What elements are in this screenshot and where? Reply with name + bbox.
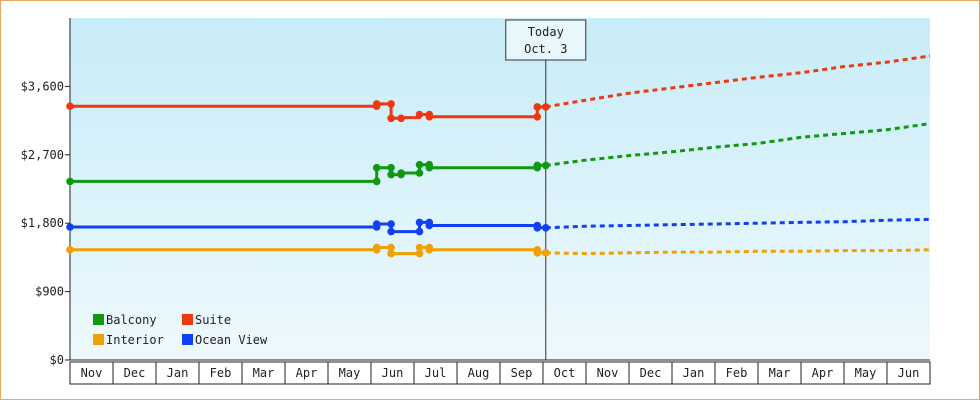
y-tick-label: $1,800	[21, 216, 64, 230]
balcony-point	[387, 163, 395, 172]
balcony-point	[66, 177, 74, 186]
x-axis: Nov Dec Jan Feb Mar Apr May Jun Jul Aug Sep Oct Nov D…	[69, 359, 931, 385]
y-tick-label: $2,700	[21, 148, 64, 162]
ocean-view-point	[425, 221, 434, 230]
legend-swatch-ocean-view	[182, 334, 193, 345]
x-tick-label: Nov	[597, 366, 619, 380]
suite-point	[542, 103, 550, 111]
ocean-view-point	[387, 220, 395, 228]
balcony-point	[533, 161, 542, 170]
balcony-point	[397, 169, 405, 177]
y-axis: $0 $900 $1,800 $2,700 $3,600	[21, 18, 71, 367]
legend: Balcony Suite Interior Ocean View	[93, 313, 268, 347]
series-lines	[66, 54, 931, 258]
x-tick-label: May	[855, 366, 877, 380]
ocean-view-point	[542, 224, 550, 232]
interior-point	[66, 246, 74, 254]
legend-swatch-interior	[93, 334, 104, 345]
x-tick-label: Mar	[769, 366, 791, 380]
legend-swatch-balcony	[93, 314, 104, 325]
interior-point	[415, 243, 424, 252]
x-tick-label: Oct	[554, 366, 576, 380]
ocean-view-point	[66, 223, 74, 231]
interior-point	[542, 249, 550, 257]
suite-point	[387, 100, 395, 108]
interior-point	[415, 249, 424, 258]
legend-label-interior: Interior	[106, 333, 164, 347]
suite-point	[533, 113, 542, 121]
month-cell	[886, 361, 931, 385]
x-tick-label: Dec	[640, 366, 662, 380]
balcony-point	[542, 161, 550, 170]
x-tick-label: Dec	[124, 366, 146, 380]
ocean-view-point	[533, 224, 542, 232]
y-tick-label: $900	[35, 285, 64, 299]
balcony-point	[415, 169, 424, 177]
balcony-projection-line	[545, 122, 931, 167]
x-tick-label: Sep	[511, 366, 533, 380]
interior-point	[372, 243, 381, 252]
x-tick-label: Feb	[210, 366, 232, 380]
today-label-line1: Today	[528, 25, 564, 39]
balcony-point	[387, 170, 395, 179]
interior-point	[533, 249, 542, 257]
suite-point	[415, 110, 424, 119]
x-tick-label: Jan	[683, 366, 705, 380]
x-tick-label: Jan	[167, 366, 189, 380]
ocean-view-point	[415, 227, 424, 236]
suite-point	[372, 100, 381, 108]
x-tick-label: Nov	[81, 366, 103, 380]
x-tick-label: Apr	[296, 366, 318, 380]
interior-point	[387, 249, 395, 258]
suite-point	[66, 102, 74, 110]
plot-background	[70, 18, 930, 360]
legend-label-balcony: Balcony	[106, 313, 157, 327]
today-marker: Today Oct. 3	[505, 19, 587, 360]
x-tick-label: Jun	[382, 366, 404, 380]
legend-label-ocean-view: Ocean View	[195, 333, 268, 347]
x-tick-label: Aug	[468, 366, 490, 380]
suite-point	[397, 114, 405, 123]
balcony-point	[372, 163, 381, 172]
legend-label-suite: Suite	[195, 313, 231, 327]
suite-point	[425, 113, 434, 121]
suite-point	[533, 103, 542, 111]
x-tick-label: Jun	[898, 366, 920, 380]
interior-projection-line	[545, 248, 931, 256]
y-tick-label: $3,600	[21, 79, 64, 93]
y-tick-label: $0	[50, 353, 64, 367]
interior-point	[387, 243, 395, 252]
suite-point	[387, 114, 395, 123]
x-tick-label: Mar	[253, 366, 275, 380]
ocean-view-point	[372, 220, 381, 228]
today-label-box	[505, 19, 587, 61]
x-tick-label: Jul	[425, 366, 447, 380]
legend-swatch-suite	[182, 314, 193, 325]
today-label-line2: Oct. 3	[524, 42, 567, 56]
interior-point	[425, 246, 434, 254]
ocean-view-point	[415, 218, 424, 227]
x-tick-label: Feb	[726, 366, 748, 380]
suite-projection-line	[545, 54, 931, 109]
ocean-view-point	[387, 227, 395, 236]
balcony-point	[415, 160, 424, 169]
ocean-view-projection-line	[545, 217, 931, 230]
x-tick-label: Apr	[812, 366, 834, 380]
x-tick-label: May	[339, 366, 361, 380]
balcony-point	[372, 177, 381, 186]
balcony-point	[425, 163, 434, 172]
